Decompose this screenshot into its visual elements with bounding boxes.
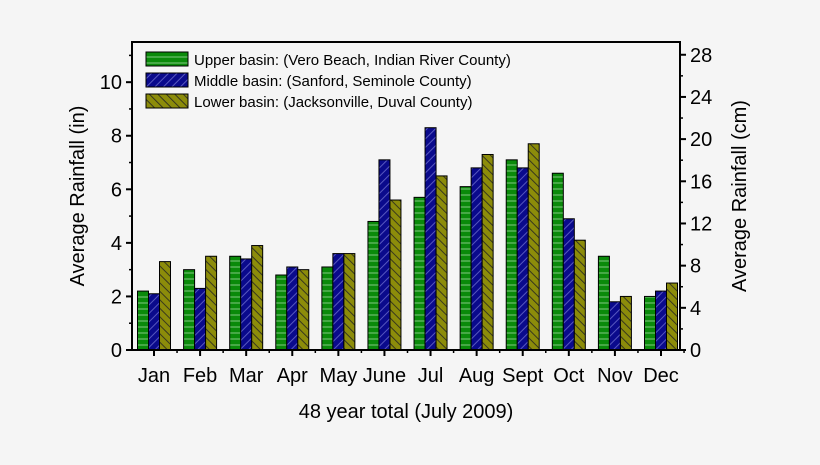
- bar-may-series-1: [332, 253, 345, 351]
- y-axis-title: Average Rainfall (in): [67, 106, 89, 287]
- x-axis-title: 48 year total (July 2009): [299, 401, 514, 423]
- y2-tick-label: 24: [690, 87, 712, 109]
- y-tick-label: 8: [111, 126, 122, 148]
- bar-apr-series-1: [286, 266, 299, 351]
- y-tick-label: 6: [111, 179, 122, 201]
- y2-tick-label: 20: [690, 129, 712, 151]
- x-tick-label-jan: Jan: [138, 365, 170, 387]
- x-tick-label-feb: Feb: [183, 365, 217, 387]
- legend-swatch-0: [145, 51, 189, 67]
- bar-dec-series-1: [655, 290, 667, 351]
- legend-swatch-1: [145, 72, 189, 88]
- y2-tick-label: 16: [690, 171, 712, 193]
- y2-tick-label: 28: [690, 45, 712, 67]
- bar-nov-series-1: [608, 301, 621, 351]
- bar-jan-series-1: [148, 293, 160, 351]
- legend-label-1: Middle basin: (Sanford, Seminole County): [194, 73, 472, 90]
- bar-aug-series-1: [470, 167, 483, 351]
- bar-apr-series-2: [297, 269, 310, 351]
- bar-nov-series-2: [619, 295, 632, 351]
- x-tick-label-jul: Jul: [418, 365, 444, 387]
- legend-swatch-2: [145, 93, 189, 109]
- bar-sept-series-1: [516, 167, 529, 351]
- bar-oct-series-0: [551, 172, 564, 351]
- x-tick-label-june: June: [363, 365, 406, 387]
- x-tick-label-sept: Sept: [502, 365, 544, 387]
- y2-axis-title: Average Rainfall (cm): [729, 100, 751, 292]
- bar-feb-series-2: [205, 255, 218, 351]
- y-tick-label: 10: [100, 72, 122, 94]
- bar-jul-series-0: [413, 196, 426, 351]
- y2-tick-label: 8: [690, 256, 701, 278]
- bar-sept-series-2: [527, 143, 540, 351]
- bar-may-series-0: [321, 266, 334, 351]
- bar-june-series-0: [367, 220, 380, 351]
- x-tick-label-may: May: [319, 365, 357, 387]
- bar-aug-series-0: [459, 186, 472, 351]
- y2-tick-label: 4: [690, 298, 701, 320]
- legend-label-0: Upper basin: (Vero Beach, Indian River C…: [194, 52, 511, 69]
- bar-feb-series-0: [183, 269, 196, 351]
- bar-jan-series-0: [137, 290, 149, 351]
- y-tick-label: 2: [111, 286, 122, 308]
- bar-oct-series-2: [573, 239, 586, 351]
- bar-mar-series-1: [240, 258, 253, 351]
- bar-dec-series-0: [644, 295, 656, 351]
- bar-jul-series-2: [435, 175, 448, 351]
- bar-jul-series-1: [424, 127, 437, 351]
- bar-may-series-2: [343, 253, 356, 351]
- bar-june-series-2: [389, 199, 402, 351]
- x-tick-label-dec: Dec: [643, 365, 679, 387]
- legend-label-2: Lower basin: (Jacksonville, Duval County…: [194, 94, 472, 111]
- bar-jan-series-2: [159, 261, 171, 351]
- bar-dec-series-2: [666, 282, 678, 351]
- bar-nov-series-0: [597, 255, 610, 351]
- y2-tick-label: 12: [690, 213, 712, 235]
- bar-mar-series-0: [229, 255, 242, 351]
- x-tick-label-oct: Oct: [553, 365, 585, 387]
- x-tick-label-aug: Aug: [459, 365, 495, 387]
- x-tick-label-nov: Nov: [597, 365, 633, 387]
- bar-june-series-1: [378, 159, 391, 351]
- bar-aug-series-2: [481, 153, 494, 351]
- bar-apr-series-0: [275, 274, 288, 351]
- bar-sept-series-0: [505, 159, 518, 351]
- y-tick-label: 4: [111, 233, 122, 255]
- bar-oct-series-1: [562, 218, 575, 351]
- plot-frame: [131, 41, 681, 351]
- bar-mar-series-2: [251, 245, 264, 351]
- bar-feb-series-1: [194, 287, 207, 351]
- y-tick-label: 0: [111, 340, 122, 362]
- y2-tick-label: 0: [690, 340, 701, 362]
- x-tick-label-apr: Apr: [277, 365, 308, 387]
- x-tick-label-mar: Mar: [229, 365, 264, 387]
